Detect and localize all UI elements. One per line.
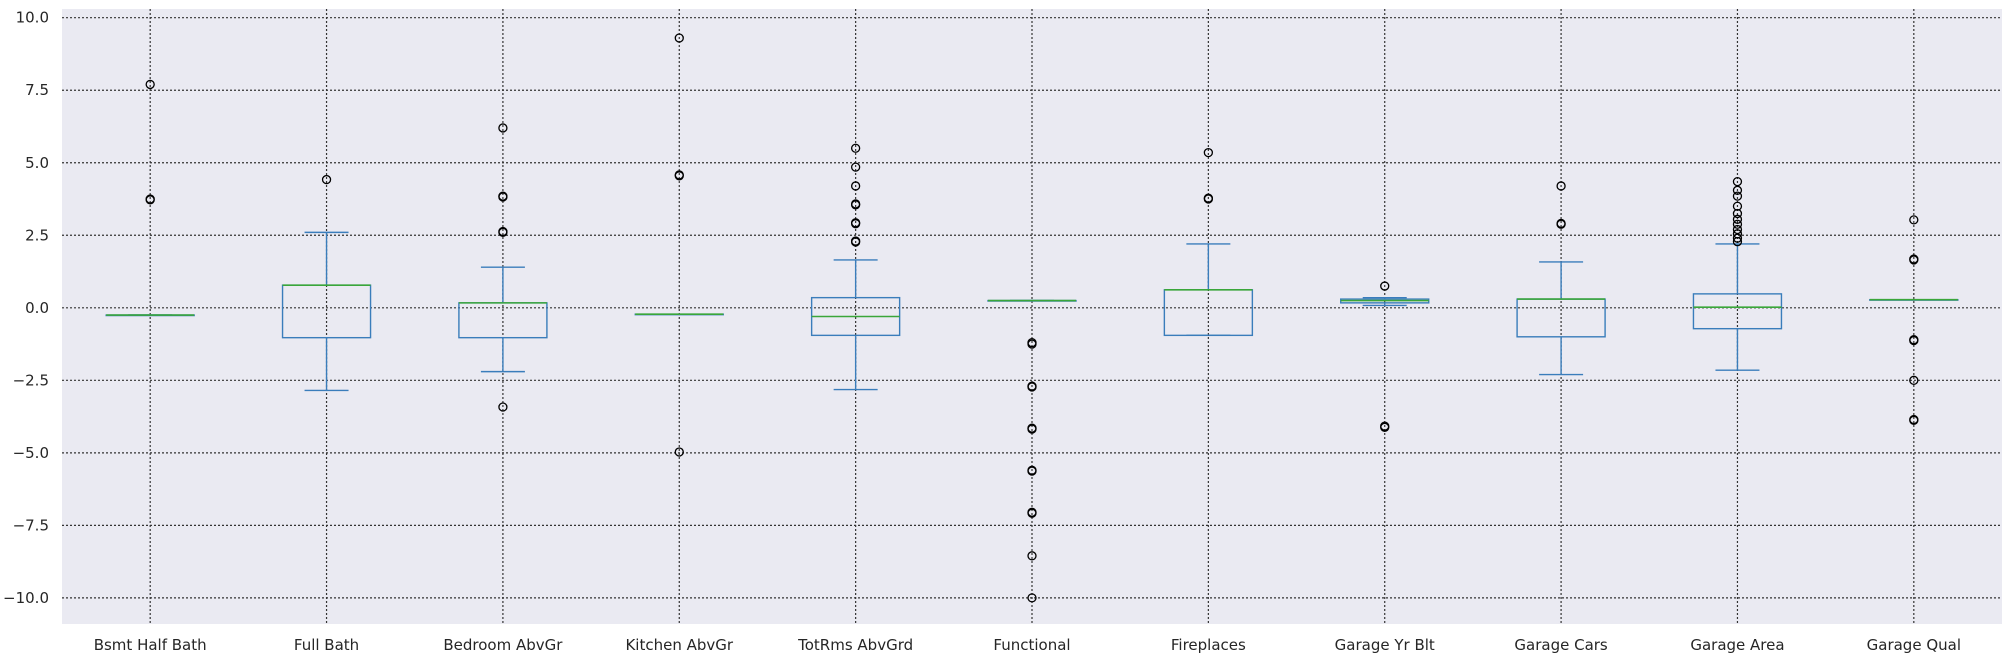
x-tick-labels: Bsmt Half Bath Full Bath Bedroom AbvGr Kitc… xyxy=(94,636,1961,654)
outlier-point xyxy=(1732,176,1743,187)
x-tick-label: Functional xyxy=(993,636,1070,654)
outlier-point xyxy=(674,447,684,457)
y-tick-label: −10.0 xyxy=(3,589,49,607)
x-tick-label: Garage Yr Blt xyxy=(1335,636,1435,654)
outlier-point xyxy=(1732,208,1743,219)
outlier-point xyxy=(1027,466,1037,476)
outlier-point xyxy=(1027,593,1037,603)
y-tick-labels: 10.0 7.5 5.0 2.5 0.0 −2.5 −5.0 −7.5 −10.0 xyxy=(3,9,49,607)
outlier-point xyxy=(1203,193,1214,203)
outlier-point xyxy=(850,181,861,191)
y-tick-label: −5.0 xyxy=(13,444,49,462)
outlier-point xyxy=(1732,185,1743,195)
outlier-point xyxy=(498,226,508,237)
outlier-point xyxy=(1732,191,1743,201)
x-tick-label: Garage Cars xyxy=(1514,636,1608,654)
outlier-point xyxy=(1027,508,1037,518)
x-tick-label: Bedroom AbvGr xyxy=(443,636,563,654)
outlier-point xyxy=(674,170,684,180)
box-group xyxy=(1692,176,1783,371)
outlier-point xyxy=(1027,551,1037,561)
x-tick-label: Fireplaces xyxy=(1171,636,1246,654)
outlier-point xyxy=(850,199,861,209)
box-group xyxy=(987,299,1077,603)
y-tick-label: 5.0 xyxy=(25,154,49,172)
outlier-point xyxy=(498,191,508,201)
outlier-point xyxy=(145,79,155,90)
x-tick-label: Kitchen AbvGr xyxy=(625,636,733,654)
box-group xyxy=(1163,147,1254,337)
outlier-point xyxy=(1380,281,1390,291)
outlier-point xyxy=(1556,218,1566,229)
box-group xyxy=(458,123,548,412)
outlier-point xyxy=(1203,147,1214,158)
y-tick-label: −2.5 xyxy=(13,371,49,389)
x-tick-label: Full Bath xyxy=(294,636,359,654)
outlier-point xyxy=(1909,254,1919,264)
x-tick-label: Bsmt Half Bath xyxy=(94,636,207,654)
outlier-point xyxy=(1732,214,1743,224)
box-group xyxy=(1516,181,1606,376)
outlier-point xyxy=(1027,424,1037,434)
outlier-point xyxy=(1732,219,1743,229)
box-group xyxy=(105,79,195,317)
outlier-point xyxy=(1556,181,1566,191)
y-tick-label: 10.0 xyxy=(16,9,49,27)
outlier-point xyxy=(1732,224,1743,235)
iqr-box xyxy=(1692,293,1783,330)
boxes xyxy=(105,33,1959,603)
outlier-point xyxy=(850,143,861,153)
outlier-point xyxy=(1909,415,1919,426)
outlier-point xyxy=(145,194,155,204)
y-tick-label: 2.5 xyxy=(25,226,49,244)
grid-lines xyxy=(62,9,2002,624)
outlier-point xyxy=(1909,215,1919,225)
outlier-point xyxy=(674,33,684,43)
outlier-point xyxy=(1380,422,1390,432)
outlier-point xyxy=(498,123,508,133)
outlier-point xyxy=(1909,375,1919,385)
outlier-point xyxy=(1027,339,1037,349)
outlier-point xyxy=(1732,201,1743,211)
x-tick-label: Garage Area xyxy=(1690,636,1784,654)
outlier-point xyxy=(1909,335,1919,346)
outlier-point xyxy=(498,402,508,412)
outlier-point xyxy=(321,174,332,185)
outlier-point xyxy=(850,219,861,229)
outlier-point xyxy=(1732,233,1743,243)
box-group xyxy=(1340,281,1430,432)
outlier-point xyxy=(850,162,861,172)
y-tick-label: 0.0 xyxy=(25,299,49,317)
outlier-point xyxy=(1732,237,1743,247)
box-group xyxy=(1869,215,1959,426)
box-group xyxy=(281,174,372,392)
box-group xyxy=(810,143,901,391)
y-tick-label: 7.5 xyxy=(25,81,49,99)
box-group xyxy=(634,33,724,457)
x-tick-label: TotRms AbvGrd xyxy=(797,636,913,654)
y-tick-label: −7.5 xyxy=(13,516,49,534)
outlier-point xyxy=(1027,382,1037,392)
outlier-point xyxy=(850,236,861,246)
x-tick-label: Garage Qual xyxy=(1867,636,1961,654)
